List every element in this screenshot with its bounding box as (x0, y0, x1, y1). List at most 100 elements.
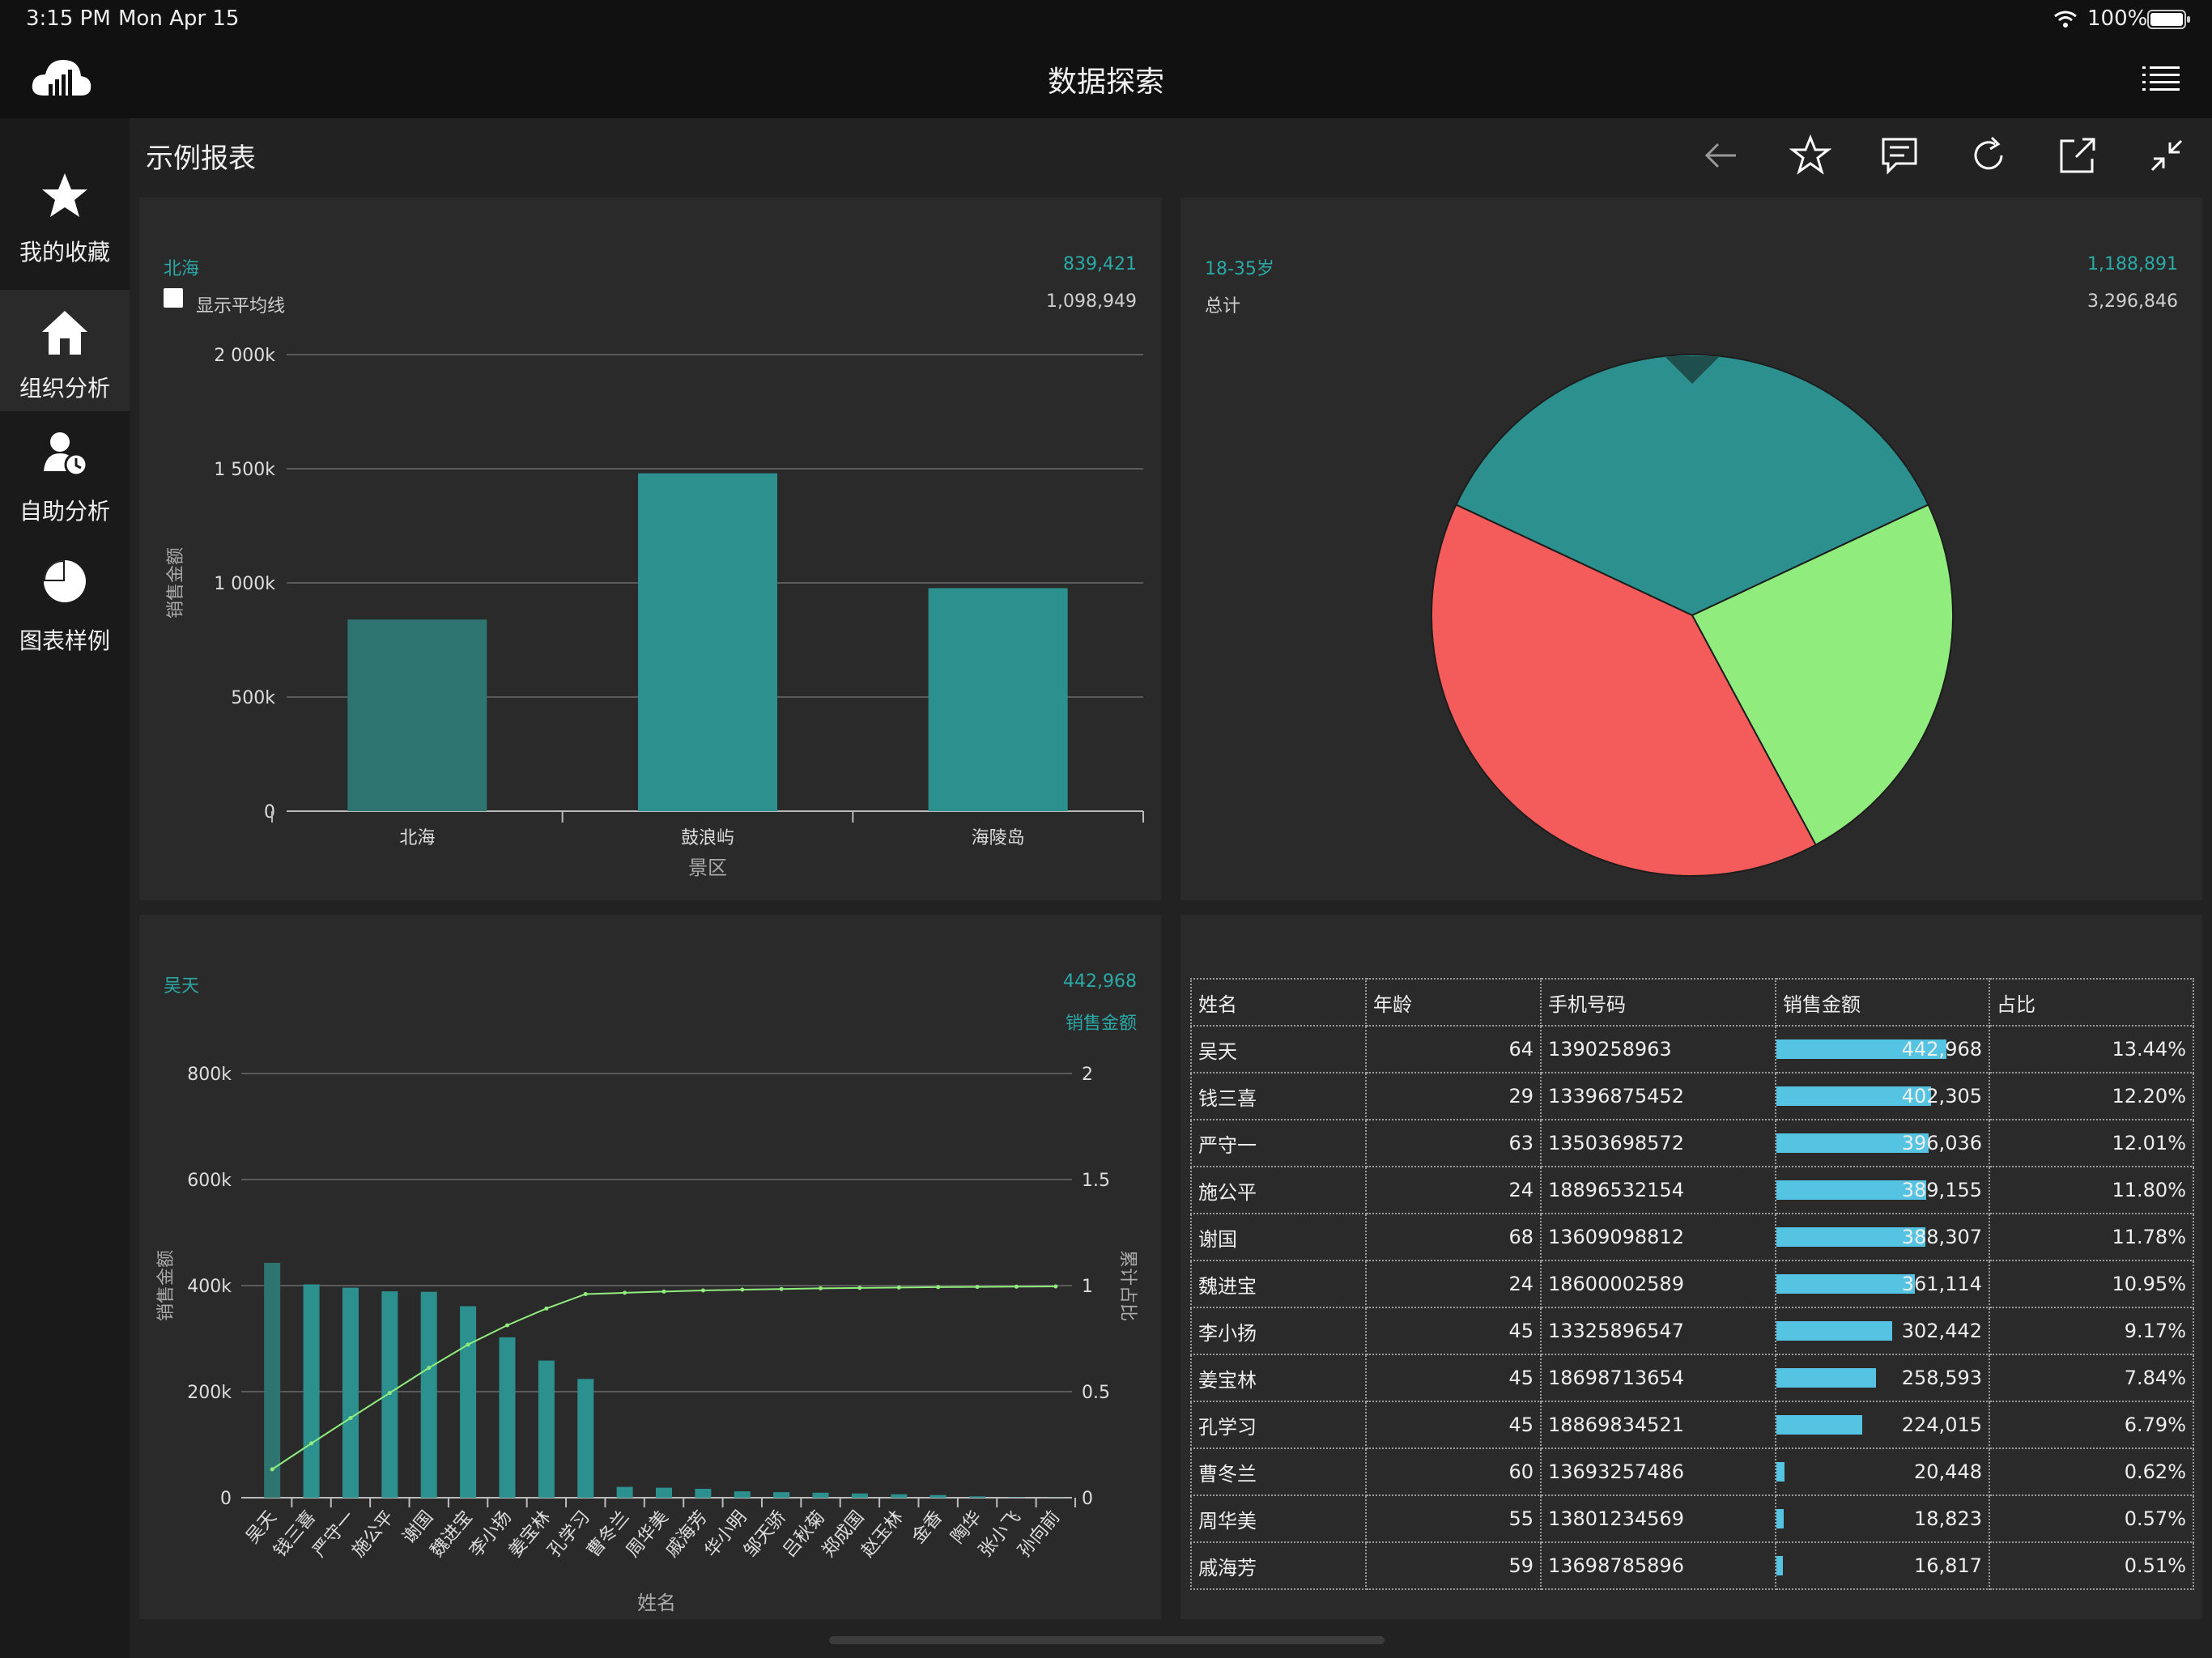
sales-value: 258,593 (1901, 1367, 1982, 1389)
pareto-hover-series: 销售金额 (1065, 1014, 1137, 1034)
column-header-phone[interactable]: 手机号码 (1540, 978, 1776, 1027)
cell-ratio: 12.01% (1989, 1119, 2194, 1167)
bar (812, 1492, 829, 1498)
star-outline-icon[interactable] (1789, 134, 1831, 176)
y2-tick-label: 0 (1082, 1489, 1093, 1509)
sales-table: 姓名 年龄 手机号码 销售金额 占比 吴天 64 1390258963 442,968… (1190, 978, 2194, 1590)
cell-age: 45 (1365, 1401, 1542, 1449)
home-icon (42, 311, 87, 355)
table-row[interactable]: 严守一 63 13503698572 396,036 12.01% (1190, 1119, 2194, 1167)
table-row[interactable]: 孔学习 45 18869834521 224,015 6.79% (1190, 1401, 2194, 1449)
sidebar-item-org-analysis[interactable]: 组织分析 (0, 290, 130, 411)
cell-phone: 13609098812 (1540, 1213, 1776, 1261)
table-row[interactable]: 施公平 24 18896532154 389,155 11.80% (1190, 1166, 2194, 1214)
sales-value: 361,114 (1901, 1273, 1982, 1295)
collapse-icon[interactable] (2146, 134, 2188, 176)
cell-sales: 302,442 (1775, 1307, 1990, 1355)
sidebar-item-label: 组织分析 (19, 375, 110, 402)
sales-data-bar (1777, 1227, 1926, 1247)
cell-age: 63 (1365, 1119, 1542, 1167)
list-menu-icon[interactable] (2142, 65, 2180, 92)
column-header-ratio[interactable]: 占比 (1989, 978, 2194, 1027)
x-tick-label: 华小明 (701, 1507, 751, 1562)
cell-age: 29 (1365, 1072, 1542, 1120)
cell-sales: 224,015 (1775, 1401, 1990, 1449)
x-tick-label: 姜宝林 (505, 1507, 555, 1562)
pareto-hover-value: 442,968 (1063, 971, 1137, 992)
y-tick-label: 1 000k (214, 574, 275, 594)
column-header-sales[interactable]: 销售金额 (1775, 978, 1990, 1027)
sidebar-item-self-analysis[interactable]: 自助分析 (0, 418, 130, 539)
sales-data-bar (1777, 1462, 1784, 1482)
refresh-icon[interactable] (1967, 134, 2010, 176)
table-row[interactable]: 姜宝林 45 18698713654 258,593 7.84% (1190, 1354, 2194, 1402)
cell-phone: 13693257486 (1540, 1448, 1776, 1496)
line-point (583, 1291, 588, 1296)
line-point (544, 1306, 549, 1311)
line-point (700, 1288, 705, 1293)
table-row[interactable]: 钱三喜 29 13396875452 402,305 12.20% (1190, 1072, 2194, 1120)
line-point (387, 1391, 392, 1396)
cell-ratio: 0.57% (1989, 1494, 2194, 1543)
sales-value: 396,036 (1901, 1132, 1982, 1154)
x-tick-label: 戚海芳 (661, 1507, 712, 1562)
sales-value: 18,823 (1914, 1507, 1982, 1530)
sidebar-item-favorites[interactable]: 我的收藏 (0, 146, 130, 267)
share-icon[interactable] (2057, 134, 2099, 176)
column-header-age[interactable]: 年龄 (1365, 978, 1542, 1027)
sales-data-bar (1777, 1274, 1916, 1294)
table-row[interactable]: 周华美 55 13801234569 18,823 0.57% (1190, 1494, 2194, 1543)
column-header-name[interactable]: 姓名 (1190, 978, 1367, 1027)
cell-name: 吴天 (1190, 1025, 1367, 1073)
line-point (270, 1467, 274, 1472)
table-row[interactable]: 谢国 68 13609098812 388,307 11.78% (1190, 1213, 2194, 1261)
cell-name: 谢国 (1190, 1213, 1367, 1261)
cell-ratio: 9.17% (1989, 1307, 2194, 1355)
y2-tick-label: 1 (1082, 1277, 1093, 1297)
home-indicator[interactable] (829, 1636, 1385, 1644)
page-title: 数据探索 (1047, 66, 1164, 99)
y-tick-label: 0 (264, 802, 275, 823)
table-row[interactable]: 戚海芳 59 13698785896 16,817 0.51% (1190, 1541, 2194, 1590)
battery-percent: 100% (2087, 6, 2148, 31)
cell-age: 55 (1365, 1494, 1542, 1543)
sales-data-bar (1777, 1556, 1783, 1575)
table-row[interactable]: 曹冬兰 60 13693257486 20,448 0.62% (1190, 1448, 2194, 1496)
y2-tick-label: 2 (1082, 1065, 1093, 1085)
bar (420, 1291, 437, 1498)
average-line-label: 显示平均线 (196, 296, 286, 317)
back-arrow-icon[interactable] (1700, 134, 1742, 176)
pie-icon (44, 560, 86, 602)
cell-name: 严守一 (1190, 1119, 1367, 1167)
cloud-chart-icon[interactable] (29, 55, 94, 100)
cell-sales: 361,114 (1775, 1260, 1990, 1308)
line-point (427, 1366, 432, 1371)
line-point (661, 1289, 666, 1294)
pareto-hover-label: 吴天 (164, 976, 200, 997)
bar (616, 1486, 633, 1498)
cell-phone: 13801234569 (1540, 1494, 1776, 1543)
table-row[interactable]: 吴天 64 1390258963 442,968 13.44% (1190, 1025, 2194, 1073)
comment-icon[interactable] (1878, 134, 1921, 176)
bar (969, 1496, 986, 1498)
bar (638, 473, 777, 811)
y-axis-label: 销售金额 (166, 547, 186, 619)
table-row[interactable]: 李小扬 45 13325896547 302,442 9.17% (1190, 1307, 2194, 1355)
cell-age: 60 (1365, 1448, 1542, 1496)
x-axis-label: 姓名 (637, 1592, 676, 1614)
report-title: 示例报表 (146, 142, 256, 175)
bar (851, 1493, 868, 1498)
line-point (975, 1285, 980, 1290)
cell-sales: 442,968 (1775, 1025, 1990, 1073)
cell-name: 姜宝林 (1190, 1354, 1367, 1402)
bar (656, 1487, 672, 1498)
y-tick-label: 500k (231, 688, 275, 708)
sales-data-bar (1777, 1039, 1946, 1059)
average-line-checkbox[interactable] (164, 288, 183, 308)
sidebar-item-chart-samples[interactable]: 图表样例 (0, 547, 130, 669)
sales-value: 442,968 (1901, 1038, 1982, 1061)
cell-name: 孔学习 (1190, 1401, 1367, 1449)
table-row[interactable]: 魏进宝 24 18600002589 361,114 10.95% (1190, 1260, 2194, 1308)
line-point (348, 1415, 353, 1420)
